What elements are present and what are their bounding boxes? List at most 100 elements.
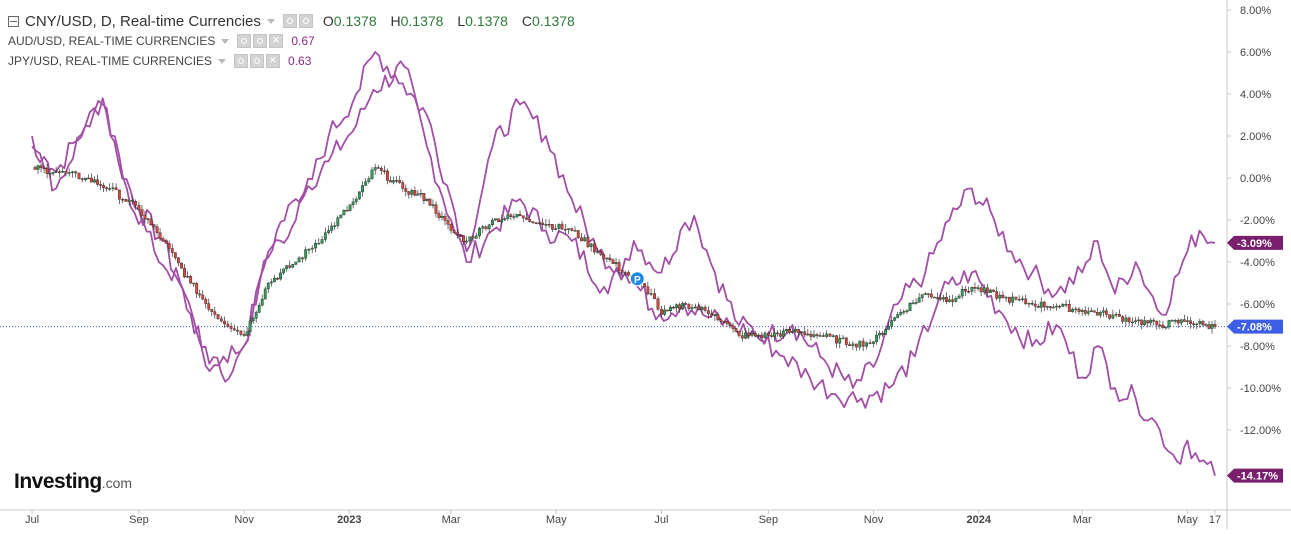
candle-body: [1213, 324, 1217, 327]
candle-body: [395, 180, 399, 182]
candle-body: [382, 170, 386, 172]
candle-body: [599, 251, 603, 255]
collapse-legend-icon[interactable]: [8, 15, 19, 27]
candle-body: [48, 173, 52, 175]
x-tick-label: 2024: [967, 514, 992, 526]
legend-main-row[interactable]: CNY/USD, D, Real-time Currencies O0.1378…: [8, 11, 585, 31]
candle-body: [288, 265, 292, 268]
candle-body: [1198, 321, 1202, 325]
candle-body: [554, 228, 557, 230]
candle-body: [71, 171, 74, 173]
candle-body: [1137, 319, 1141, 322]
series-line-jpy-usd[interactable]: [31, 51, 1216, 476]
candle-body: [806, 333, 810, 336]
candle-body: [1008, 296, 1011, 303]
candle-body: [614, 262, 618, 264]
candle-body: [515, 214, 519, 217]
candle-body: [189, 276, 193, 284]
last-value-label: -3.09%: [1237, 238, 1272, 250]
candle-body: [776, 332, 779, 335]
candle-body: [976, 287, 980, 289]
candle-body: [731, 325, 735, 329]
candle-body: [314, 243, 317, 249]
chart-legend: CNY/USD, D, Real-time Currencies O0.1378…: [8, 11, 585, 71]
legend-compare-row-aud[interactable]: AUD/USD, REAL-TIME CURRENCIES 0.67: [8, 31, 585, 51]
candle-body: [728, 323, 732, 326]
candle-body: [1021, 298, 1024, 301]
legend-compare-symbol[interactable]: AUD/USD, REAL-TIME CURRENCIES: [8, 34, 216, 48]
legend-main-symbol[interactable]: CNY/USD, D, Real-time Currencies: [25, 12, 261, 30]
candle-body: [84, 177, 87, 180]
visibility-icon[interactable]: [237, 34, 252, 48]
candle-body: [985, 287, 989, 293]
candle-body: [797, 329, 801, 334]
candle-body: [716, 314, 720, 320]
open-readout: O0.1378: [323, 13, 377, 29]
settings-icon[interactable]: [298, 14, 313, 28]
plot-area[interactable]: [0, 0, 1227, 510]
candle-body: [333, 225, 337, 227]
candle-body: [1114, 313, 1118, 316]
candle-body: [64, 170, 68, 174]
candle-body: [760, 334, 764, 339]
candle-body: [979, 287, 983, 293]
event-marker[interactable]: [629, 271, 645, 287]
candle-body: [61, 170, 65, 173]
candle-body: [589, 243, 593, 247]
candle-body: [401, 182, 405, 189]
candle-body: [254, 312, 258, 319]
candle-body: [443, 215, 447, 221]
visibility-icon[interactable]: [234, 54, 249, 68]
candle-body: [1074, 308, 1078, 311]
chevron-down-icon[interactable]: [266, 18, 275, 24]
candle-body: [875, 334, 878, 342]
x-tick-label: May: [546, 514, 567, 526]
settings-icon[interactable]: [253, 34, 268, 48]
candle-body: [573, 230, 577, 232]
candle-body: [1173, 320, 1177, 322]
candle-body: [407, 191, 411, 195]
candle-body: [183, 268, 186, 278]
candle-body: [161, 238, 165, 242]
chevron-down-icon[interactable]: [221, 38, 230, 44]
candle-body: [506, 214, 510, 219]
candle-body: [854, 343, 858, 348]
candle-body: [649, 293, 653, 295]
candle-body: [740, 335, 744, 339]
candle-body: [87, 177, 90, 180]
candle-body: [121, 198, 125, 201]
candle-body: [330, 225, 334, 231]
candle-body: [1061, 303, 1065, 307]
series-line-aud-usd[interactable]: [31, 60, 1216, 389]
candle-body: [99, 184, 102, 186]
logo-brand: Investing: [14, 470, 102, 493]
candle-body: [646, 286, 650, 295]
candle-body: [800, 331, 804, 334]
legend-compare-symbol[interactable]: JPY/USD, REAL-TIME CURRENCIES: [8, 54, 213, 68]
candle-body: [1064, 303, 1068, 306]
y-tick-label: -12.00%: [1240, 425, 1281, 437]
candle-body: [868, 342, 872, 344]
candle-body: [93, 179, 96, 183]
chevron-down-icon[interactable]: [218, 58, 227, 64]
candle-body: [192, 282, 196, 285]
candle-body: [431, 204, 435, 206]
visibility-icon[interactable]: [282, 14, 297, 28]
candle-body: [77, 172, 81, 179]
candle-body: [416, 193, 420, 196]
remove-icon[interactable]: [266, 52, 281, 68]
candle-body: [108, 188, 112, 190]
candle-body: [1092, 310, 1096, 313]
candle-body: [544, 223, 548, 226]
remove-icon[interactable]: [269, 32, 284, 48]
candle-body: [458, 234, 462, 236]
x-tick-label: Nov: [864, 514, 884, 526]
candle-body: [54, 171, 58, 173]
settings-icon[interactable]: [250, 54, 265, 68]
candle-body: [1054, 305, 1058, 308]
candle-body: [413, 190, 417, 196]
legend-compare-row-jpy[interactable]: JPY/USD, REAL-TIME CURRENCIES 0.63: [8, 51, 585, 71]
candle-body: [521, 215, 525, 219]
